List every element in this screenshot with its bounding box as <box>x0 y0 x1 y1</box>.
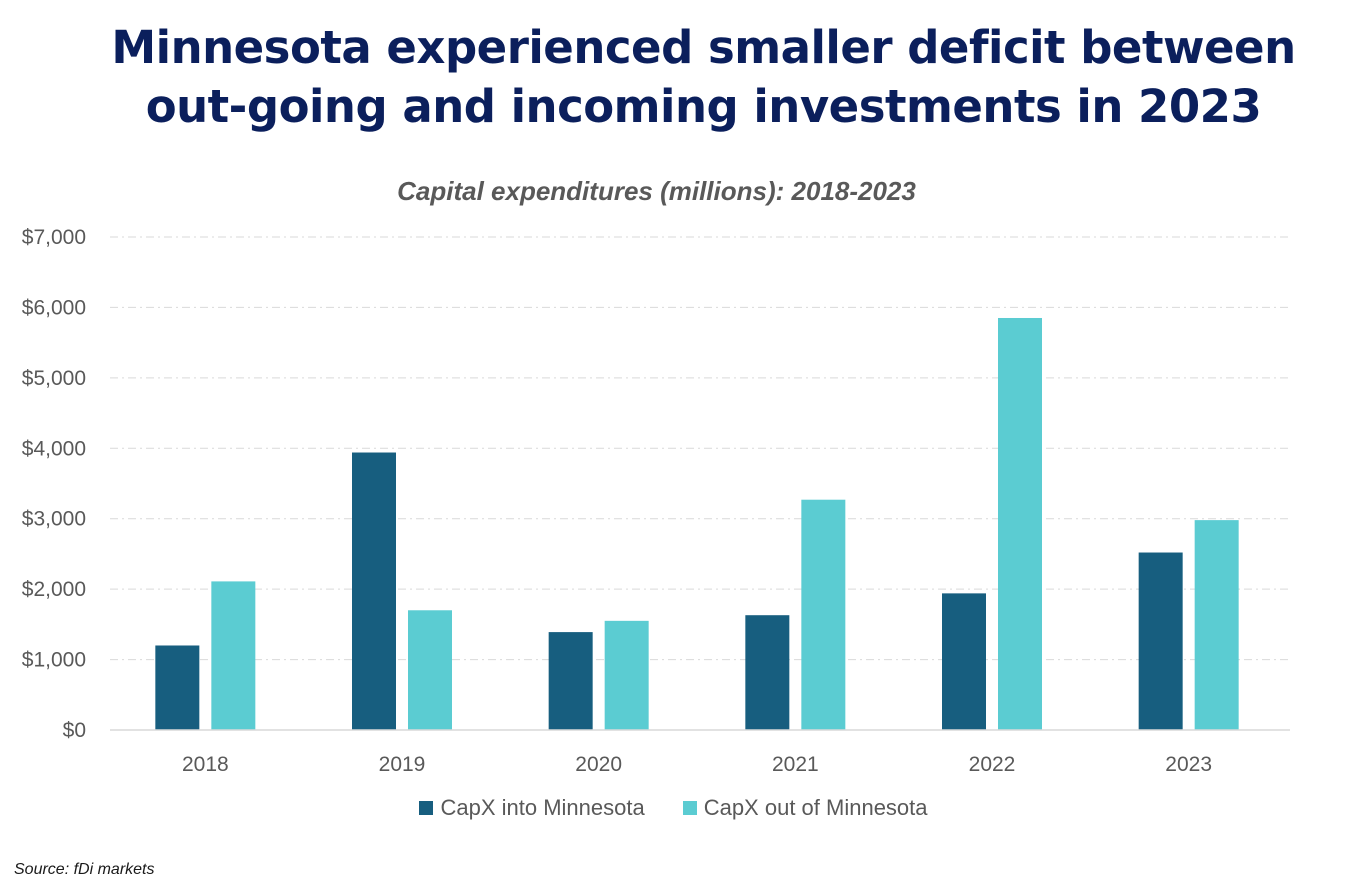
legend-label-into: CapX into Minnesota <box>440 795 645 820</box>
y-tick-label: $6,000 <box>22 296 86 319</box>
bar-into-2022[interactable] <box>942 593 986 730</box>
chart-title-line-1: Minnesota experienced smaller deficit be… <box>111 21 1296 74</box>
bars <box>155 317 1239 730</box>
gridlines <box>110 236 1290 661</box>
bar-out-2020[interactable] <box>604 620 649 730</box>
legend-item-out[interactable]: CapX out of Minnesota <box>682 795 928 821</box>
chart-subtitle: Capital expenditures (millions): 2018-20… <box>397 176 916 206</box>
x-axis: 2018 2019 2020 2021 2022 2023 <box>110 729 1290 776</box>
legend: CapX into Minnesota CapX out of Minnesot… <box>0 795 1347 821</box>
bar-into-2018[interactable] <box>155 645 200 730</box>
x-tick-label: 2018 <box>182 753 229 776</box>
chart-title: Minnesota experienced smaller deficit be… <box>60 18 1347 136</box>
x-tick-label: 2019 <box>379 753 426 776</box>
y-tick-label: $2,000 <box>22 578 86 601</box>
x-tick-label: 2022 <box>969 753 1016 776</box>
legend-label-out: CapX out of Minnesota <box>703 795 928 820</box>
y-tick-label: $1,000 <box>22 649 86 672</box>
y-tick-label: $5,000 <box>22 367 86 390</box>
y-axis: $0 $1,000 $2,000 $3,000 $4,000 $5,000 $6,000 $7… <box>22 226 86 742</box>
bar-out-2022[interactable] <box>998 317 1042 730</box>
bar-out-2018[interactable] <box>211 581 256 730</box>
chart-title-line-2: out-going and incoming investments in 20… <box>145 80 1262 133</box>
legend-swatch-out <box>682 801 697 815</box>
source-note: Source: fDi markets <box>14 861 155 878</box>
legend-item-into[interactable]: CapX into Minnesota <box>419 795 645 821</box>
bar-into-2021[interactable] <box>745 615 790 730</box>
bar-out-2023[interactable] <box>1194 520 1239 730</box>
y-tick-label: $0 <box>63 719 86 742</box>
bar-into-2020[interactable] <box>548 632 593 730</box>
bar-out-2019[interactable] <box>408 610 452 730</box>
bar-out-2021[interactable] <box>801 499 846 730</box>
y-tick-label: $7,000 <box>22 226 86 249</box>
bar-into-2019[interactable] <box>352 452 396 730</box>
y-tick-label: $4,000 <box>22 437 86 460</box>
x-tick-label: 2020 <box>575 753 622 776</box>
bar-into-2023[interactable] <box>1138 552 1183 730</box>
y-tick-label: $3,000 <box>22 508 86 531</box>
legend-swatch-into <box>419 801 434 815</box>
x-tick-label: 2021 <box>772 753 819 776</box>
x-tick-label: 2023 <box>1165 753 1212 776</box>
